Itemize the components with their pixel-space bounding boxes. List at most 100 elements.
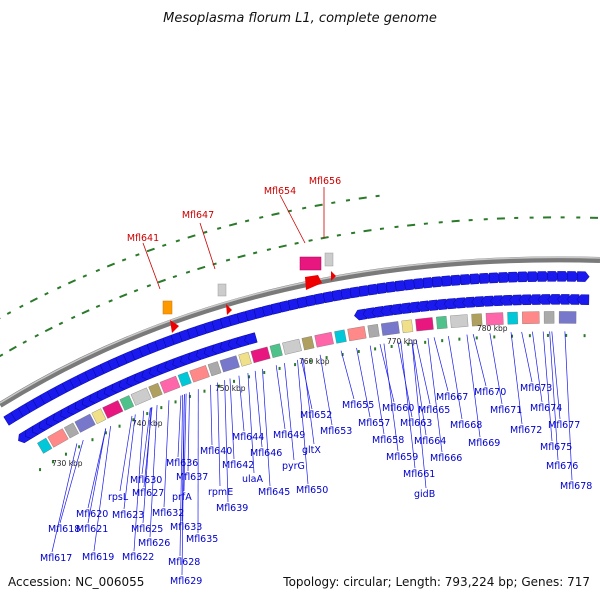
gene-arrow[interactable] <box>566 294 580 305</box>
gene-label[interactable]: Mfl628 <box>168 557 200 568</box>
gene-label[interactable]: Mfl676 <box>546 461 578 472</box>
feature-block[interactable] <box>314 331 334 348</box>
feature-block[interactable] <box>367 324 380 338</box>
gene-label[interactable]: Mfl629 <box>170 576 202 587</box>
feature-block[interactable] <box>64 422 79 439</box>
gene-label[interactable]: Mfl652 <box>300 410 332 421</box>
feature-block[interactable] <box>37 437 53 454</box>
feature-block[interactable] <box>250 346 271 364</box>
gene-label[interactable]: Mfl625 <box>131 524 163 535</box>
feature-block[interactable] <box>207 361 222 377</box>
gene-label[interactable]: Mfl637 <box>176 472 208 483</box>
feature-block[interactable] <box>415 317 434 332</box>
feature-block[interactable] <box>148 382 163 399</box>
gene-label[interactable]: Mfl659 <box>386 452 418 463</box>
feature-block[interactable] <box>347 326 367 342</box>
gene-label[interactable]: Mfl617 <box>40 553 72 564</box>
gene-label[interactable]: Mfl655 <box>342 400 374 411</box>
feature-block[interactable] <box>380 321 400 336</box>
gene-arrow[interactable] <box>577 271 590 282</box>
feature-block[interactable] <box>269 343 283 358</box>
gene-arrow[interactable] <box>547 294 560 305</box>
gene-label[interactable]: Mfl626 <box>138 538 170 549</box>
feature-block[interactable] <box>177 371 192 387</box>
feature-block[interactable] <box>189 365 210 383</box>
feature-block[interactable] <box>301 336 315 351</box>
gene-label[interactable]: Mfl619 <box>82 552 114 563</box>
gene-label[interactable]: Mfl621 <box>76 524 108 535</box>
gene-label[interactable]: Mfl674 <box>530 403 562 414</box>
feature-block[interactable] <box>471 313 483 327</box>
feature-block[interactable] <box>522 311 540 324</box>
gene-label[interactable]: pyrG <box>282 461 305 472</box>
gene-label[interactable]: Mfl661 <box>403 469 435 480</box>
gene-label[interactable]: Mfl636 <box>166 458 198 469</box>
feature-block[interactable] <box>436 315 448 330</box>
gene-label[interactable]: Mfl632 <box>152 508 184 519</box>
gene-label[interactable]: prfA <box>172 492 192 503</box>
gene-label[interactable]: Mfl644 <box>232 432 264 443</box>
rna-label[interactable]: Mfl654 <box>264 186 296 197</box>
gene-label[interactable]: Mfl663 <box>400 418 432 429</box>
feature-block[interactable] <box>74 413 96 433</box>
gene-label[interactable]: Mfl658 <box>372 435 404 446</box>
feature-block[interactable] <box>47 428 69 448</box>
feature-block[interactable] <box>119 395 135 411</box>
gene-label[interactable]: Mfl665 <box>418 405 450 416</box>
feature-block[interactable] <box>334 329 347 344</box>
gene-label[interactable]: Mfl664 <box>414 436 446 447</box>
gene-label[interactable]: Mfl667 <box>436 392 468 403</box>
feature-block[interactable] <box>91 408 107 425</box>
gene-label[interactable]: Mfl673 <box>520 383 552 394</box>
gene-label[interactable]: Mfl650 <box>296 485 328 496</box>
gene-label[interactable]: Mfl668 <box>450 420 482 431</box>
rna-marker-mfl656[interactable] <box>324 252 334 267</box>
rna-label[interactable]: Mfl656 <box>309 176 341 187</box>
gene-arrow[interactable] <box>576 294 590 305</box>
gene-label[interactable]: Mfl677 <box>548 420 580 431</box>
gene-label[interactable]: Mfl618 <box>48 524 80 535</box>
feature-block[interactable] <box>558 311 577 324</box>
rna-marker-mfl654[interactable] <box>299 256 322 271</box>
gene-label[interactable]: Mfl645 <box>258 487 290 498</box>
gene-label[interactable]: rpmE <box>208 487 233 498</box>
gene-label[interactable]: Mfl678 <box>560 481 592 492</box>
gene-label[interactable]: Mfl675 <box>540 442 572 453</box>
gene-label[interactable]: rpsL <box>108 492 129 503</box>
gene-label[interactable]: Mfl657 <box>358 418 390 429</box>
gene-label[interactable]: Mfl620 <box>76 509 108 520</box>
gene-label[interactable]: Mfl646 <box>250 448 282 459</box>
rna-label[interactable]: Mfl647 <box>182 210 214 221</box>
rna-marker-mfl641[interactable] <box>162 300 173 315</box>
feature-block[interactable] <box>507 311 519 325</box>
feature-block[interactable] <box>219 355 240 373</box>
feature-block[interactable] <box>102 400 124 419</box>
gene-label[interactable]: Mfl633 <box>170 522 202 533</box>
feature-block[interactable] <box>130 387 152 406</box>
feature-block[interactable] <box>543 311 555 324</box>
gene-label[interactable]: gidB <box>414 489 435 500</box>
gene-label[interactable]: Mfl639 <box>216 503 248 514</box>
gene-label[interactable]: Mfl672 <box>510 425 542 436</box>
gene-label[interactable]: Mfl666 <box>430 453 462 464</box>
feature-block[interactable] <box>282 338 302 355</box>
feature-block[interactable] <box>450 314 469 328</box>
gene-label[interactable]: Mfl670 <box>474 387 506 398</box>
gene-label[interactable]: Mfl635 <box>186 534 218 545</box>
rna-marker-mfl647[interactable] <box>217 283 227 297</box>
gene-label[interactable]: ulaA <box>242 474 263 485</box>
feature-block[interactable] <box>401 319 414 333</box>
gene-label[interactable]: Mfl630 <box>130 475 162 486</box>
gene-label[interactable]: Mfl640 <box>200 446 232 457</box>
gene-label[interactable]: Mfl642 <box>222 460 254 471</box>
gene-label[interactable]: gltX <box>302 445 321 456</box>
rna-label[interactable]: Mfl641 <box>127 233 159 244</box>
gene-label[interactable]: Mfl649 <box>273 430 305 441</box>
gene-arrow[interactable] <box>537 294 551 305</box>
gene-label[interactable]: Mfl623 <box>112 510 144 521</box>
gene-arrow[interactable] <box>243 332 258 346</box>
gene-arrow[interactable] <box>557 294 570 305</box>
gene-label[interactable]: Mfl660 <box>382 403 414 414</box>
gene-label[interactable]: Mfl669 <box>468 438 500 449</box>
feature-block[interactable] <box>159 375 181 394</box>
